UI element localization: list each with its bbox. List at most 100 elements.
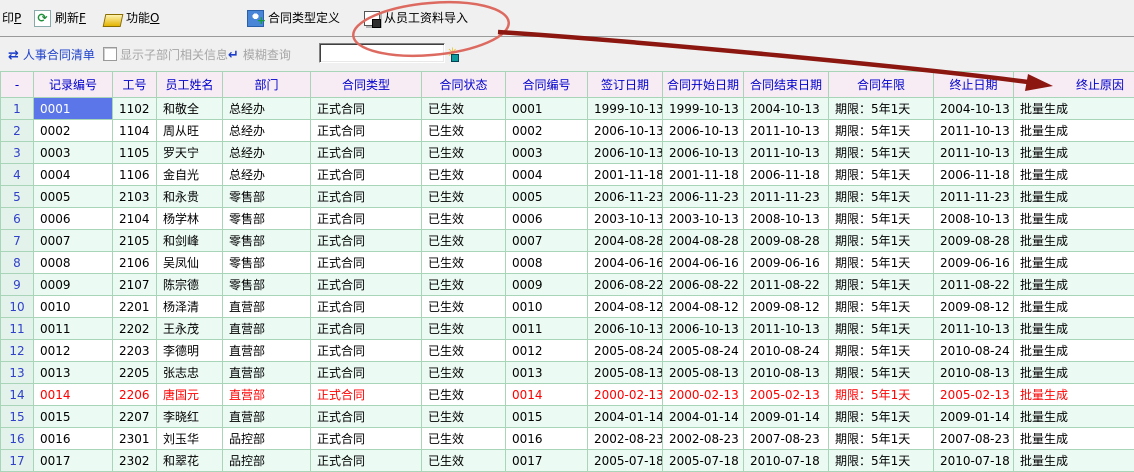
- column-header-13[interactable]: 终止原因: [1014, 72, 1134, 98]
- cell[interactable]: 批量生成: [1014, 208, 1134, 230]
- cell[interactable]: 直营部: [223, 318, 311, 340]
- cell[interactable]: 2104: [113, 208, 157, 230]
- cell[interactable]: 2107: [113, 274, 157, 296]
- column-header-1[interactable]: 记录编号: [34, 72, 113, 98]
- row-number-cell[interactable]: 10: [1, 296, 34, 318]
- row-number-cell[interactable]: 9: [1, 274, 34, 296]
- cell[interactable]: 期限：5年1天: [829, 340, 934, 362]
- cell[interactable]: 2205: [113, 362, 157, 384]
- cell[interactable]: 2009-08-28: [744, 230, 829, 252]
- cell[interactable]: 零售部: [223, 252, 311, 274]
- cell[interactable]: 2004-06-16: [588, 252, 663, 274]
- cell[interactable]: 批量生成: [1014, 164, 1134, 186]
- cell[interactable]: 总经办: [223, 142, 311, 164]
- cell[interactable]: 已生效: [422, 230, 506, 252]
- cell[interactable]: 已生效: [422, 340, 506, 362]
- cell[interactable]: 2106: [113, 252, 157, 274]
- cell[interactable]: 期限：5年1天: [829, 142, 934, 164]
- cell[interactable]: 2006-10-13: [663, 142, 744, 164]
- cell[interactable]: 2006-10-13: [588, 142, 663, 164]
- cell[interactable]: 品控部: [223, 428, 311, 450]
- show-subdept-checkbox[interactable]: [103, 47, 117, 61]
- cell[interactable]: 正式合同: [311, 340, 422, 362]
- cell[interactable]: 2001-11-18: [588, 164, 663, 186]
- cell[interactable]: 2011-10-13: [934, 120, 1014, 142]
- cell[interactable]: 批量生成: [1014, 98, 1134, 120]
- cell[interactable]: 批量生成: [1014, 274, 1134, 296]
- cell[interactable]: 2002-08-23: [588, 428, 663, 450]
- refresh-button[interactable]: ⟳刷新F: [34, 8, 86, 28]
- cell[interactable]: 2000-02-13: [663, 384, 744, 406]
- row-number-cell[interactable]: 14: [1, 384, 34, 406]
- cell[interactable]: 2007-08-23: [744, 428, 829, 450]
- cell[interactable]: 2005-08-24: [588, 340, 663, 362]
- cell[interactable]: 0006: [34, 208, 113, 230]
- row-number-cell[interactable]: 12: [1, 340, 34, 362]
- row-number-cell[interactable]: 3: [1, 142, 34, 164]
- fuzzy-query-input[interactable]: [319, 43, 445, 63]
- cell[interactable]: 1104: [113, 120, 157, 142]
- cell[interactable]: 杨泽清: [157, 296, 223, 318]
- cell[interactable]: 2009-01-14: [744, 406, 829, 428]
- cell[interactable]: 罗天宁: [157, 142, 223, 164]
- cell[interactable]: 已生效: [422, 274, 506, 296]
- cell[interactable]: 正式合同: [311, 98, 422, 120]
- cell[interactable]: 2008-10-13: [934, 208, 1014, 230]
- cell[interactable]: 2004-08-28: [588, 230, 663, 252]
- cell[interactable]: 2006-10-13: [663, 120, 744, 142]
- cell[interactable]: 正式合同: [311, 406, 422, 428]
- row-number-cell[interactable]: 8: [1, 252, 34, 274]
- cell[interactable]: 0001: [34, 98, 113, 120]
- cell[interactable]: 0012: [34, 340, 113, 362]
- column-header-0[interactable]: -: [1, 72, 34, 98]
- cell[interactable]: 2005-08-24: [663, 340, 744, 362]
- cell[interactable]: 正式合同: [311, 428, 422, 450]
- cell[interactable]: 0008: [506, 252, 588, 274]
- cell[interactable]: 2009-08-28: [934, 230, 1014, 252]
- cell[interactable]: 批量生成: [1014, 296, 1134, 318]
- cell[interactable]: 期限：5年1天: [829, 274, 934, 296]
- cell[interactable]: 批量生成: [1014, 340, 1134, 362]
- cell[interactable]: 1999-10-13: [663, 98, 744, 120]
- cell[interactable]: 正式合同: [311, 208, 422, 230]
- cell[interactable]: 2004-06-16: [663, 252, 744, 274]
- column-header-7[interactable]: 合同编号: [506, 72, 588, 98]
- cell[interactable]: 已生效: [422, 142, 506, 164]
- cell[interactable]: 2007-08-23: [934, 428, 1014, 450]
- cell[interactable]: 2006-10-13: [588, 318, 663, 340]
- cell[interactable]: 2105: [113, 230, 157, 252]
- cell[interactable]: 1105: [113, 142, 157, 164]
- cell[interactable]: 2011-10-13: [744, 120, 829, 142]
- cell[interactable]: 直营部: [223, 340, 311, 362]
- cell[interactable]: 0015: [34, 406, 113, 428]
- cell[interactable]: 批量生成: [1014, 142, 1134, 164]
- cell[interactable]: 2005-07-18: [588, 450, 663, 472]
- cell[interactable]: 期限：5年1天: [829, 362, 934, 384]
- cell[interactable]: 正式合同: [311, 252, 422, 274]
- cell[interactable]: 1102: [113, 98, 157, 120]
- cell[interactable]: 2006-10-13: [663, 318, 744, 340]
- cell[interactable]: 批量生成: [1014, 318, 1134, 340]
- cell[interactable]: 正式合同: [311, 450, 422, 472]
- cell[interactable]: 零售部: [223, 274, 311, 296]
- cell[interactable]: 已生效: [422, 252, 506, 274]
- cell[interactable]: 吴凤仙: [157, 252, 223, 274]
- cell[interactable]: 2011-10-13: [744, 142, 829, 164]
- cell[interactable]: 批量生成: [1014, 186, 1134, 208]
- cell[interactable]: 期限：5年1天: [829, 252, 934, 274]
- cell[interactable]: 2011-10-13: [744, 318, 829, 340]
- cell[interactable]: 2202: [113, 318, 157, 340]
- cell[interactable]: 1106: [113, 164, 157, 186]
- cell[interactable]: 已生效: [422, 428, 506, 450]
- cell[interactable]: 2301: [113, 428, 157, 450]
- column-header-3[interactable]: 员工姓名: [157, 72, 223, 98]
- cell[interactable]: 2302: [113, 450, 157, 472]
- cell[interactable]: 期限：5年1天: [829, 318, 934, 340]
- cell[interactable]: 2004-01-14: [663, 406, 744, 428]
